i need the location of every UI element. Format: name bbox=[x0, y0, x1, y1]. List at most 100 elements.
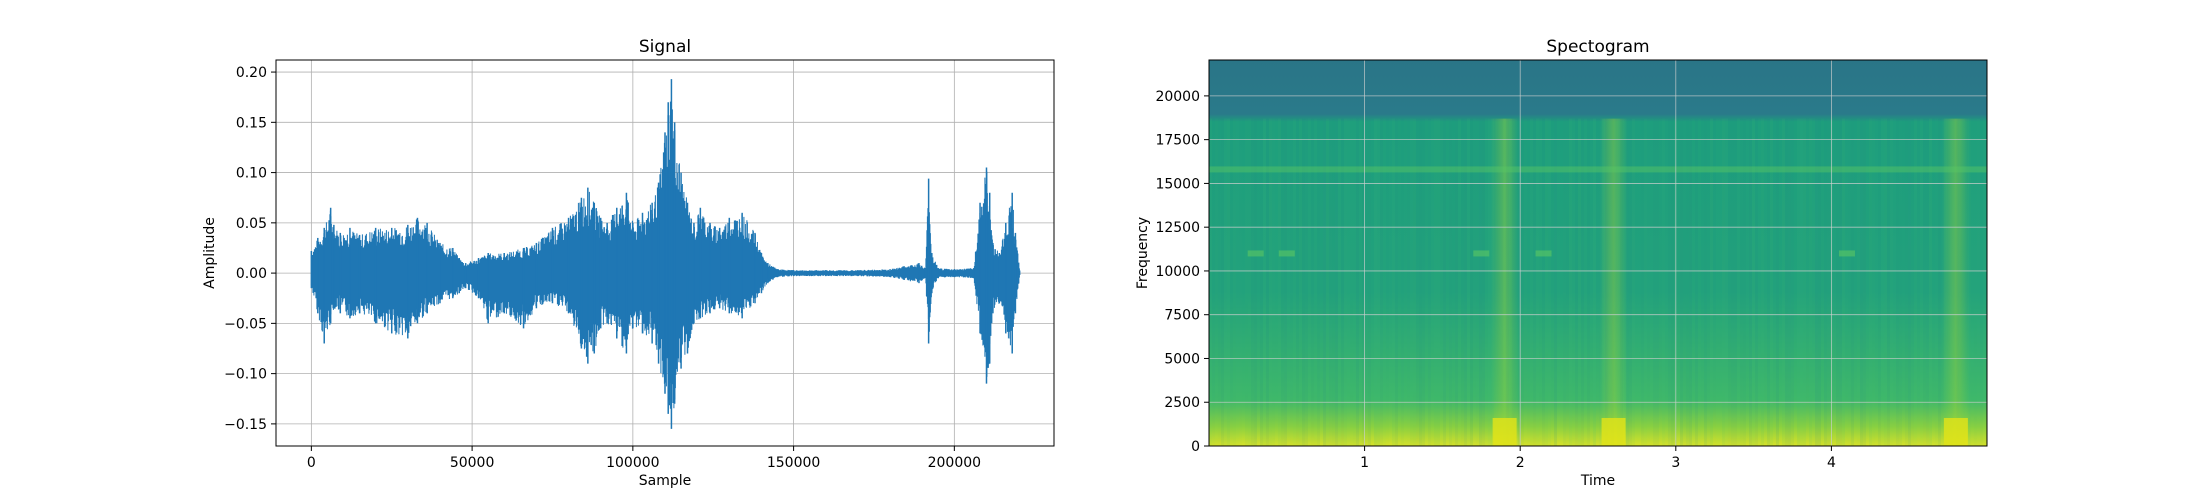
spectrogram-texture bbox=[1533, 118, 1536, 446]
spectrogram-texture bbox=[1260, 118, 1263, 446]
spectrogram-texture bbox=[1530, 118, 1533, 446]
signal-y-tick-label: 0.20 bbox=[236, 65, 267, 81]
spectrogram-texture bbox=[1554, 118, 1557, 446]
spectrogram-texture bbox=[1788, 118, 1791, 446]
spectrogram-texture bbox=[1569, 118, 1572, 446]
signal-y-tick-label: −0.15 bbox=[224, 417, 267, 433]
spectrogram-energy-base bbox=[1601, 417, 1626, 446]
spectrogram-texture bbox=[1548, 118, 1551, 446]
spectrogram-texture bbox=[1896, 118, 1899, 446]
spectrogram-texture bbox=[1761, 118, 1764, 446]
signal-y-tick-label: −0.10 bbox=[224, 367, 267, 383]
spectrogram-texture bbox=[1344, 118, 1347, 446]
spectrogram-texture bbox=[1575, 118, 1578, 446]
spectrogram-texture bbox=[1725, 118, 1728, 446]
spectrogram-tone-blip bbox=[1473, 250, 1490, 257]
spectrogram-texture bbox=[1428, 118, 1431, 446]
spectrogram-texture bbox=[1653, 118, 1656, 446]
spectrogram-y-tick-label: 5000 bbox=[1164, 351, 1200, 367]
spectrogram-texture bbox=[1281, 118, 1284, 446]
signal-y-label: Amplitude bbox=[202, 217, 218, 289]
spectrogram-texture bbox=[1737, 118, 1740, 446]
spectrogram-texture bbox=[1323, 118, 1326, 446]
spectrogram-tone-blip bbox=[1247, 250, 1264, 257]
spectrogram-texture bbox=[1332, 118, 1335, 446]
spectrogram-texture bbox=[1929, 118, 1932, 446]
spectrogram-texture bbox=[1308, 118, 1311, 446]
spectrogram-texture bbox=[1311, 118, 1314, 446]
spectrogram-texture bbox=[1356, 118, 1359, 446]
spectrogram-texture bbox=[1272, 118, 1275, 446]
spectrogram-tone-blip bbox=[1535, 250, 1552, 257]
spectrogram-texture bbox=[1656, 118, 1659, 446]
spectrogram-tone-blip bbox=[1278, 250, 1295, 257]
spectrogram-texture bbox=[1887, 118, 1890, 446]
spectrogram-y-tick-label: 0 bbox=[1191, 439, 1200, 455]
signal-x-tick-label: 200000 bbox=[928, 455, 981, 471]
spectrogram-texture bbox=[1578, 118, 1581, 446]
spectrogram-texture bbox=[1455, 118, 1458, 446]
spectrogram-texture bbox=[1797, 118, 1800, 446]
spectrogram-texture bbox=[1410, 118, 1413, 446]
spectrogram-texture bbox=[1584, 118, 1587, 446]
spectrogram-y-tick-label: 10000 bbox=[1155, 264, 1200, 280]
spectrogram-texture bbox=[1938, 118, 1941, 446]
spectrogram-texture bbox=[1920, 118, 1923, 446]
spectrogram-texture bbox=[1740, 118, 1743, 446]
spectrogram-texture bbox=[1335, 118, 1338, 446]
spectrogram-texture bbox=[1416, 118, 1419, 446]
signal-y-tick-label: 0.00 bbox=[236, 266, 267, 282]
signal-title: Signal bbox=[639, 37, 691, 57]
spectrogram-texture bbox=[1884, 118, 1887, 446]
spectrogram-texture bbox=[1914, 118, 1917, 446]
spectrogram-y-tick-label: 7500 bbox=[1164, 308, 1200, 324]
spectrogram-texture bbox=[1863, 118, 1866, 446]
spectrogram-texture bbox=[1671, 118, 1674, 446]
spectrogram-texture bbox=[1803, 118, 1806, 446]
spectrogram-texture bbox=[1296, 118, 1299, 446]
signal-y-tick-label: 0.10 bbox=[236, 166, 267, 182]
spectrogram-texture bbox=[1536, 118, 1539, 446]
signal-plot-frame bbox=[275, 59, 1055, 447]
spectrogram-energy-column bbox=[1941, 118, 1970, 446]
spectrogram-texture bbox=[1572, 118, 1575, 446]
spectrogram-texture bbox=[1470, 118, 1473, 446]
spectrogram-texture bbox=[1800, 118, 1803, 446]
signal-series bbox=[310, 79, 1021, 429]
signal-y-ticks: −0.15 −0.10 −0.05 0.00 0.05 0.10 0.15 0.20 bbox=[224, 65, 276, 433]
spectrogram-texture bbox=[1641, 118, 1644, 446]
spectrogram-texture bbox=[1350, 118, 1353, 446]
spectrogram-y-tick-label: 20000 bbox=[1155, 89, 1200, 105]
spectrogram-texture bbox=[1776, 118, 1779, 446]
spectrogram-energy-column bbox=[1490, 118, 1519, 446]
spectrogram-texture bbox=[1368, 118, 1371, 446]
spectrogram-texture bbox=[1341, 118, 1344, 446]
spectrogram-y-tick-label: 2500 bbox=[1164, 395, 1200, 411]
spectrogram-texture bbox=[1908, 118, 1911, 446]
spectrogram-image bbox=[1209, 60, 1987, 446]
spectrogram-texture bbox=[1809, 118, 1812, 446]
spectrogram-texture bbox=[1704, 118, 1707, 446]
spectrogram-texture bbox=[1755, 118, 1758, 446]
spectrogram-texture bbox=[1749, 118, 1752, 446]
spectrogram-texture bbox=[1545, 118, 1548, 446]
spectrogram-texture bbox=[1413, 118, 1416, 446]
spectrogram-texture bbox=[1926, 118, 1929, 446]
spectrogram-texture bbox=[1209, 118, 1212, 446]
spectrogram-texture bbox=[1419, 118, 1422, 446]
signal-x-ticks: 0 50000 100000 150000 200000 bbox=[307, 446, 981, 471]
spectrogram-texture bbox=[1632, 118, 1635, 446]
spectrogram-texture bbox=[1254, 118, 1257, 446]
spectrogram-texture bbox=[1314, 118, 1317, 446]
spectrogram-texture bbox=[1839, 118, 1842, 446]
spectrogram-texture bbox=[1728, 118, 1731, 446]
spectrogram-texture bbox=[1842, 118, 1845, 446]
spectrogram-texture bbox=[1587, 118, 1590, 446]
spectrogram-texture bbox=[1464, 118, 1467, 446]
spectrogram-tone-blip bbox=[1838, 250, 1855, 257]
spectrogram-y-tick-label: 12500 bbox=[1155, 220, 1200, 236]
spectrogram-texture bbox=[1221, 118, 1224, 446]
spectrogram-base bbox=[1209, 60, 1987, 446]
spectrogram-texture bbox=[1443, 118, 1446, 446]
signal-x-tick-label: 50000 bbox=[450, 455, 495, 471]
